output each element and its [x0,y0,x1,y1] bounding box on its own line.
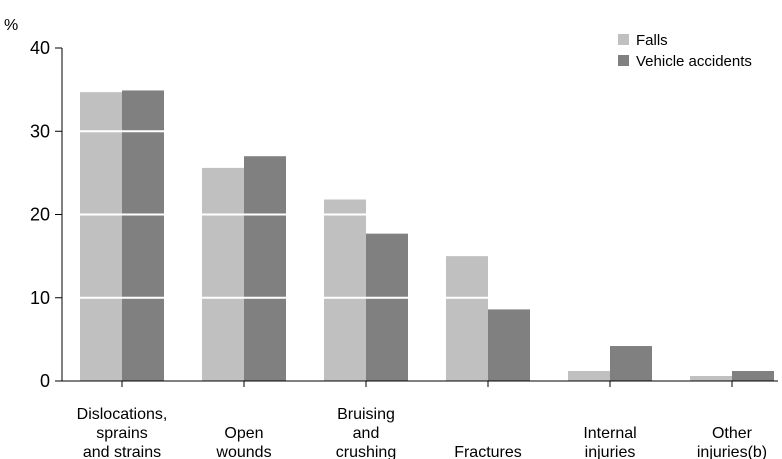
legend-label: Vehicle accidents [636,53,752,70]
y-unit-label: % [4,17,18,34]
category-label: and [353,425,380,442]
y-tick-label: 30 [30,121,50,141]
bar-vehicle-accidents-2 [366,233,408,381]
bar-falls-1 [202,167,244,381]
bar-vehicle-accidents-5 [732,371,774,381]
legend-swatch-1 [618,55,629,66]
y-tick-label: 0 [40,371,50,391]
y-tick-label: 40 [30,38,50,58]
bar-vehicle-accidents-0 [122,90,164,382]
bar-falls-4 [568,371,610,381]
category-label: Open [224,425,263,442]
category-label: sprains [96,425,148,442]
category-label: Other [712,425,753,442]
category-label: Dislocations, [77,406,168,423]
y-axis: 0 10 20 30 40 [30,38,63,391]
y-tick-label: 20 [30,205,50,225]
legend-swatch-0 [618,34,629,45]
bar-falls-5 [690,376,732,381]
bar-falls-0 [80,92,122,381]
legend: Falls Vehicle accidents [618,32,752,70]
x-axis: Dislocations, sprains and strains Open wound… [62,380,778,459]
bar-vehicle-accidents-3 [488,309,530,381]
category-label: and strains [83,444,161,459]
category-label: injuries(b) [697,444,767,459]
category-label: injuries [585,444,636,459]
legend-label: Falls [636,32,668,49]
category-label: Internal [583,425,636,442]
bar-falls-3 [446,256,488,381]
category-label: Fractures [454,444,522,459]
bar-vehicle-accidents-4 [610,346,652,381]
category-label: Bruising [337,406,395,423]
category-label: crushing [336,444,396,459]
gridlines [63,130,778,299]
bar-falls-2 [324,199,366,381]
bars [80,90,774,382]
bar-vehicle-accidents-1 [244,156,286,381]
y-tick-label: 10 [30,288,50,308]
category-label: wounds [215,444,271,459]
